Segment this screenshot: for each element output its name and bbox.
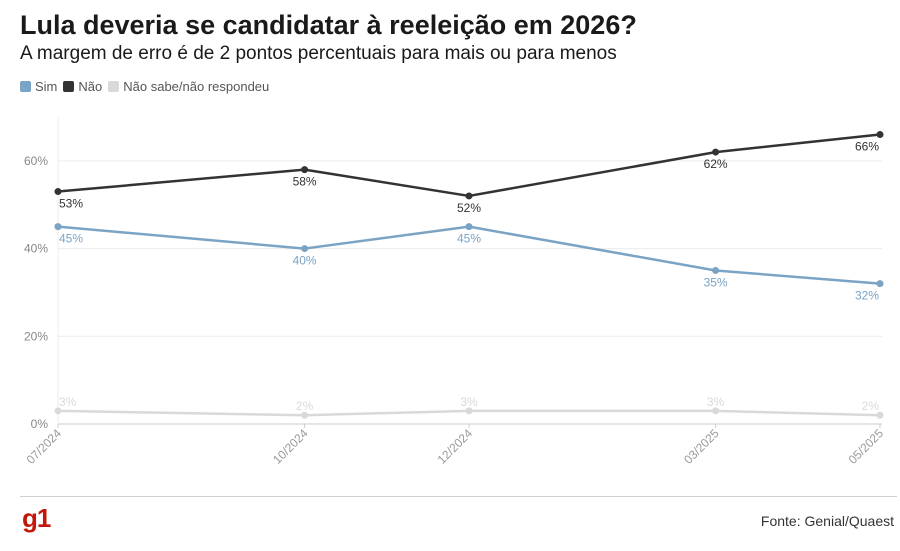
series-line: [57, 133, 881, 198]
data-point: [876, 131, 884, 139]
data-point: [876, 411, 884, 419]
x-tick-label: 10/2024: [270, 426, 311, 467]
data-point: [465, 192, 473, 200]
data-label: 3%: [460, 395, 478, 409]
data-point: [712, 148, 720, 156]
chart-legend: Sim Não Não sabe/não respondeu: [20, 79, 269, 94]
chart-subtitle: A margem de erro é de 2 pontos percentua…: [20, 43, 617, 64]
legend-label-sim: Sim: [35, 79, 58, 94]
data-point: [54, 188, 62, 196]
x-tick-label: 05/2025: [846, 426, 887, 467]
g1-logo: g1: [22, 503, 51, 533]
data-label: 45%: [59, 232, 83, 246]
data-label: 3%: [59, 395, 77, 409]
x-tick-label: 12/2024: [435, 426, 476, 467]
footer-divider: [20, 496, 897, 497]
legend-swatch-sim: [20, 81, 31, 92]
y-tick-label: 0%: [31, 417, 49, 431]
data-point: [712, 267, 720, 274]
data-point: [54, 407, 62, 415]
y-tick-label: 20%: [24, 329, 48, 343]
data-label: 45%: [457, 232, 481, 246]
data-label: 53%: [59, 197, 83, 211]
data-label: 2%: [862, 399, 880, 413]
source-note: Fonte: Genial/Quaest: [760, 513, 894, 529]
data-point: [301, 166, 309, 174]
chart-title: Lula deveria se candidatar à reeleição e…: [20, 10, 637, 40]
x-tick-label: 07/2024: [24, 426, 65, 467]
data-label: 32%: [855, 289, 879, 303]
legend-item-sim: Sim: [20, 79, 57, 94]
data-label: 62%: [704, 157, 728, 171]
data-label: 58%: [293, 175, 317, 189]
legend-item-nao-sabe: Não sabe/não respondeu: [108, 79, 269, 94]
data-label: 35%: [704, 276, 728, 290]
y-tick-label: 40%: [24, 242, 48, 256]
data-point: [465, 407, 473, 415]
data-point: [301, 411, 309, 419]
data-point: [465, 223, 473, 231]
data-label: 2%: [296, 399, 314, 413]
data-label: 3%: [707, 395, 725, 409]
data-point: [712, 407, 720, 415]
y-tick-label: 60%: [24, 154, 48, 168]
data-point: [301, 245, 309, 253]
data-point: [54, 223, 62, 231]
legend-label-nao-sabe: Não sabe/não respondeu: [123, 79, 270, 94]
data-point: [876, 280, 884, 288]
legend-swatch-nao-sabe: [108, 81, 120, 92]
legend-swatch-nao: [63, 81, 75, 92]
data-label: 52%: [457, 201, 481, 215]
legend-item-nao: Não: [63, 79, 102, 94]
legend-label-nao: Não: [78, 79, 103, 94]
x-tick-label: 03/2025: [681, 426, 722, 467]
data-label: 66%: [855, 140, 879, 154]
data-label: 40%: [293, 254, 317, 268]
